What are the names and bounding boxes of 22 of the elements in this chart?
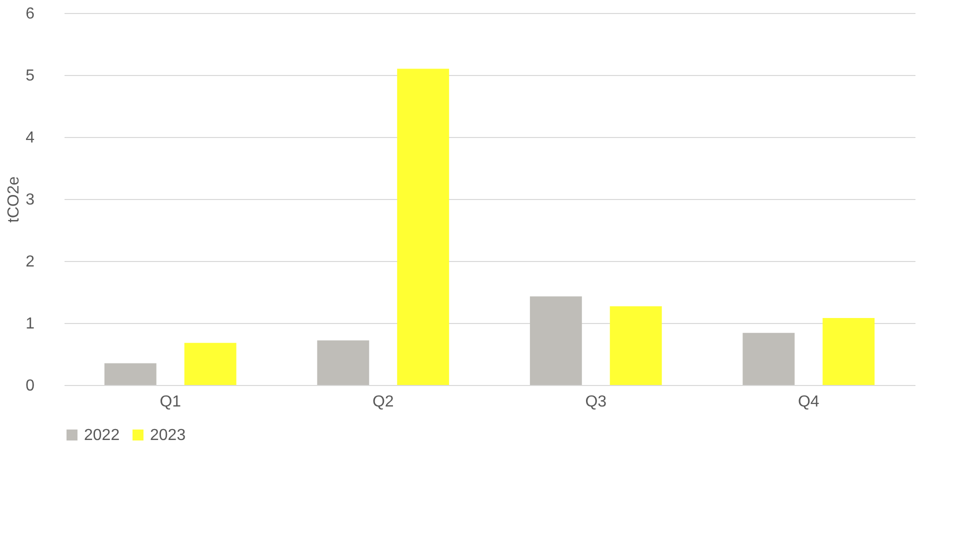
y-axis-title: tCO2e — [6, 176, 23, 223]
y-tick-label: 0 — [26, 378, 35, 394]
bar — [822, 318, 875, 385]
y-tick-label: 5 — [26, 68, 35, 84]
bar — [742, 332, 795, 385]
bar — [610, 306, 662, 385]
bar — [397, 68, 450, 385]
y-tick-label: 2 — [26, 254, 35, 270]
x-tick-label: Q4 — [798, 394, 820, 410]
x-tick-label: Q2 — [372, 394, 394, 410]
y-tick-label: 1 — [26, 316, 35, 332]
bar — [104, 363, 156, 385]
bar — [530, 296, 582, 385]
x-tick-label: Q3 — [585, 394, 607, 410]
bar — [317, 340, 370, 385]
bar — [184, 342, 236, 385]
y-tick-label: 6 — [26, 6, 35, 22]
y-tick-label: 3 — [26, 192, 35, 208]
x-tick-label: Q1 — [160, 394, 182, 410]
y-tick-label: 4 — [26, 130, 35, 146]
legend-label: 2023 — [150, 427, 186, 444]
legend-label: 2022 — [84, 427, 120, 444]
